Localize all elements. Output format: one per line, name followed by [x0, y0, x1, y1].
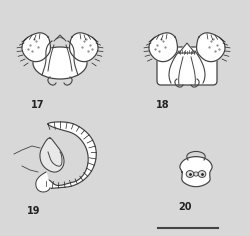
Text: 17: 17	[31, 100, 45, 110]
Polygon shape	[46, 122, 96, 188]
Text: 19: 19	[27, 206, 41, 216]
Polygon shape	[149, 33, 178, 62]
Ellipse shape	[198, 171, 206, 177]
Ellipse shape	[186, 171, 194, 177]
Polygon shape	[36, 172, 50, 192]
Polygon shape	[180, 157, 212, 187]
Polygon shape	[196, 33, 225, 62]
Ellipse shape	[194, 172, 198, 176]
Text: 18: 18	[156, 100, 170, 110]
FancyBboxPatch shape	[157, 47, 217, 85]
Polygon shape	[179, 43, 195, 53]
Ellipse shape	[33, 47, 87, 79]
Polygon shape	[22, 33, 50, 62]
Polygon shape	[40, 138, 64, 172]
Text: 20: 20	[178, 202, 192, 212]
Polygon shape	[70, 33, 98, 62]
